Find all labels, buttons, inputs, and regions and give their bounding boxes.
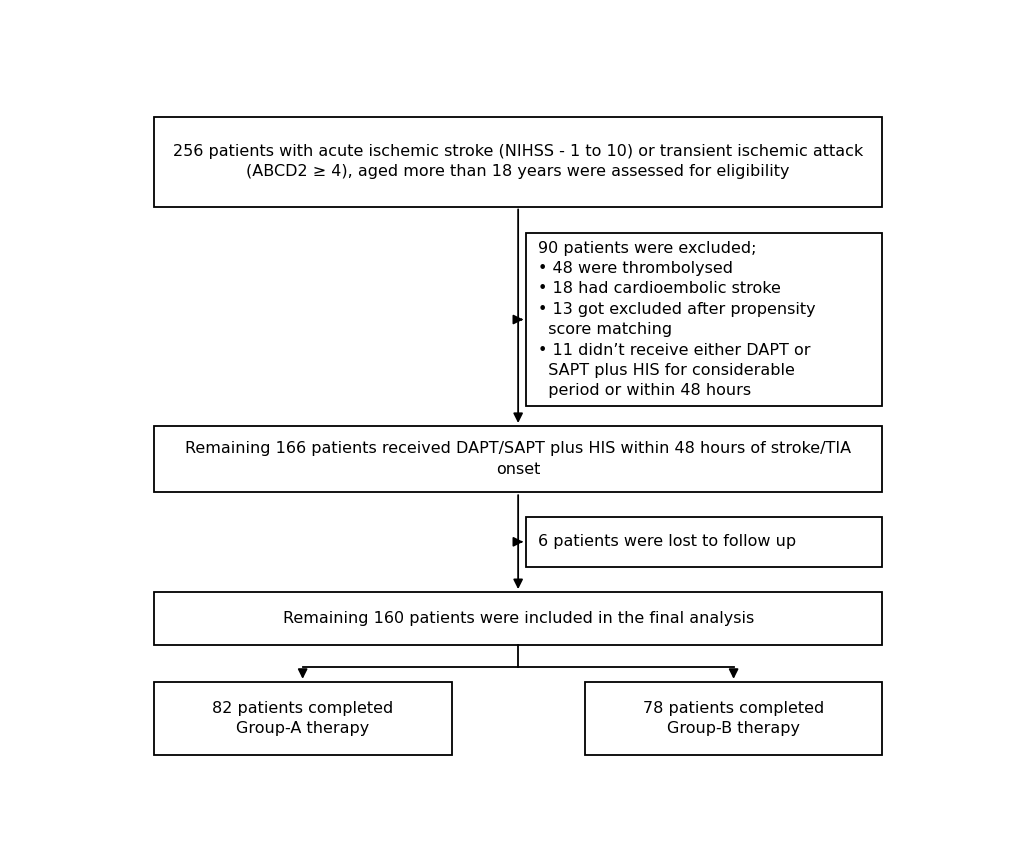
FancyBboxPatch shape xyxy=(526,517,883,567)
FancyBboxPatch shape xyxy=(526,233,883,406)
Text: Remaining 160 patients were included in the final analysis: Remaining 160 patients were included in … xyxy=(282,611,754,626)
Text: 90 patients were excluded;
• 48 were thrombolysed
• 18 had cardioembolic stroke
: 90 patients were excluded; • 48 were thr… xyxy=(538,241,815,399)
Text: Remaining 166 patients received DAPT/SAPT plus HIS within 48 hours of stroke/TIA: Remaining 166 patients received DAPT/SAP… xyxy=(185,441,851,476)
Text: 6 patients were lost to follow up: 6 patients were lost to follow up xyxy=(538,534,796,550)
Text: 78 patients completed
Group-B therapy: 78 patients completed Group-B therapy xyxy=(643,701,824,736)
FancyBboxPatch shape xyxy=(154,117,883,206)
FancyBboxPatch shape xyxy=(154,592,883,646)
Text: 256 patients with acute ischemic stroke (NIHSS - 1 to 10) or transient ischemic : 256 patients with acute ischemic stroke … xyxy=(173,144,863,180)
FancyBboxPatch shape xyxy=(154,682,452,755)
FancyBboxPatch shape xyxy=(584,682,883,755)
Text: 82 patients completed
Group-A therapy: 82 patients completed Group-A therapy xyxy=(212,701,393,736)
FancyBboxPatch shape xyxy=(154,425,883,492)
